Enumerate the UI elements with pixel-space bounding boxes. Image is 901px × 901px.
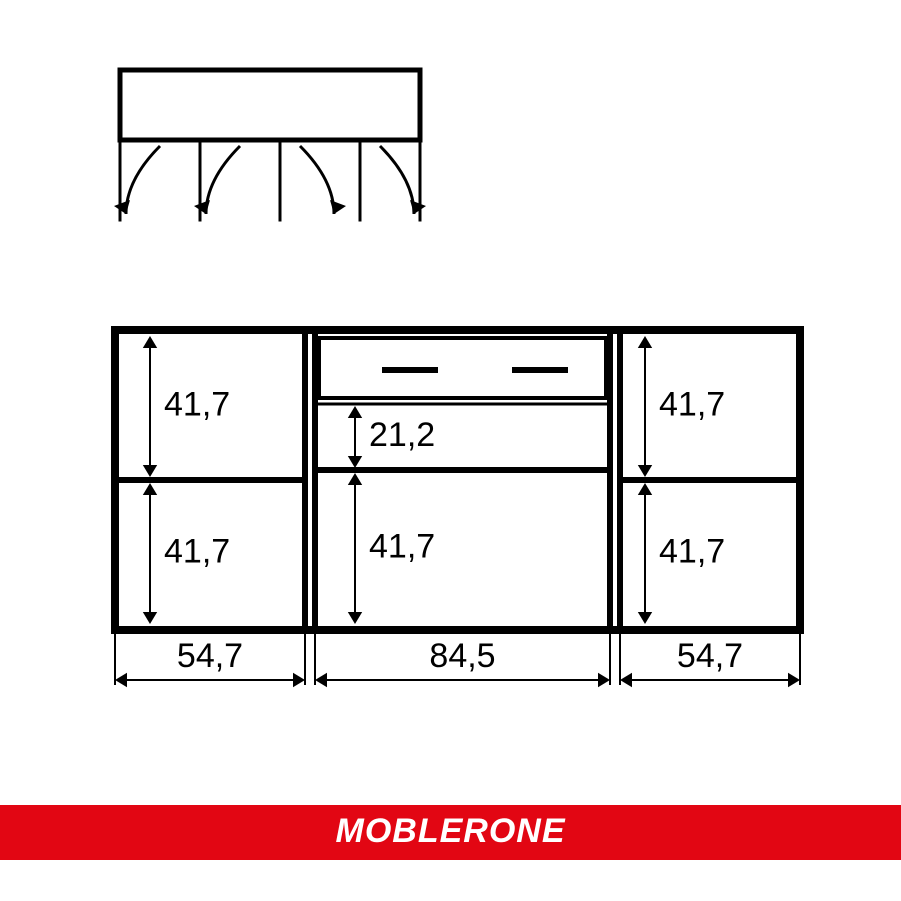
svg-text:41,7: 41,7 <box>164 385 230 423</box>
svg-text:41,7: 41,7 <box>659 385 725 423</box>
svg-text:21,2: 21,2 <box>369 416 435 454</box>
diagram-stage: 41,7 41,7 21,2 41,7 41,7 41,7 54,7 84,5 54,7 MOB… <box>0 0 901 901</box>
svg-text:41,7: 41,7 <box>659 532 725 570</box>
svg-text:41,7: 41,7 <box>164 532 230 570</box>
brand-band-bottom <box>0 860 901 901</box>
svg-text:41,7: 41,7 <box>369 527 435 565</box>
svg-text:84,5: 84,5 <box>429 637 495 675</box>
brand-text: MOBLERONE <box>0 812 901 851</box>
svg-text:54,7: 54,7 <box>177 637 243 675</box>
diagram-svg: 41,7 41,7 21,2 41,7 41,7 41,7 54,7 84,5 54,7 <box>0 0 901 901</box>
svg-text:54,7: 54,7 <box>677 637 743 675</box>
